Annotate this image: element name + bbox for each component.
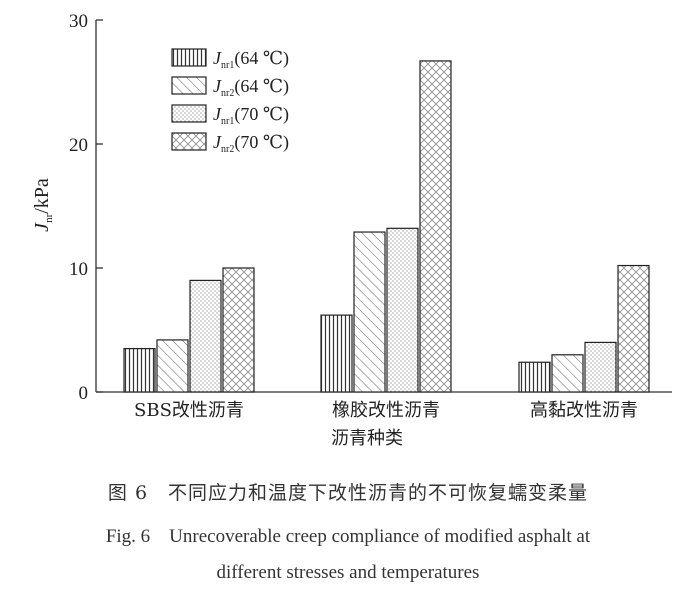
category-label: 高黏改性沥青: [530, 400, 638, 421]
legend-swatch: [171, 132, 207, 151]
y-tick-label: 10: [69, 259, 88, 280]
figure-caption-english-line1: Fig. 6 Unrecoverable creep compliance of…: [105, 526, 591, 547]
bar-nr2-70c-cat2: [617, 264, 650, 393]
legend-swatch: [171, 48, 207, 67]
bar-nr2-70c-cat1: [419, 60, 452, 393]
y-tick-label: 0: [79, 383, 89, 404]
legend: Jnr1(64 ℃) Jnr2(64 ℃) Jnr1(70 ℃) Jnr2(70 ℃): [171, 48, 289, 155]
y-tick-label: 20: [69, 135, 88, 156]
bar-nr2-70c-cat0: [222, 267, 255, 393]
bar-nr2-64c-cat1: [353, 231, 386, 393]
legend-swatch: [171, 76, 207, 95]
bar-nr2-64c-cat2: [551, 354, 584, 393]
y-axis-label: Jnr/kPa: [31, 178, 55, 232]
bar-nr1-64c-cat0: [123, 348, 156, 393]
legend-swatch: [171, 104, 207, 123]
bar-nr1-64c-cat2: [518, 361, 551, 393]
bar-nr1-70c-cat0: [189, 279, 222, 393]
bar-nr1-70c-cat1: [386, 227, 419, 393]
legend-label: Jnr2(64 ℃): [213, 76, 289, 99]
bar-nr1-64c-cat1: [320, 314, 353, 393]
legend-label: Jnr1(64 ℃): [213, 48, 289, 71]
legend-label: Jnr1(70 ℃): [213, 104, 289, 127]
y-tick-label: 30: [69, 11, 88, 32]
y-ticks: 0 10 20 30: [69, 11, 103, 404]
chart: 0 10 20 30 SBS改性沥青 橡胶改性沥青 高黏改性沥青 Jnr/kPa 沥青种类…: [31, 11, 672, 449]
legend-label: Jnr2(70 ℃): [213, 132, 289, 155]
bar-nr1-70c-cat2: [584, 341, 617, 393]
figure-caption-chinese: 图 6 不同应力和温度下改性沥青的不可恢复蠕变柔量: [107, 482, 589, 504]
category-label: SBS改性沥青: [134, 400, 244, 421]
bars: [123, 60, 650, 393]
x-axis-label: 沥青种类: [331, 428, 403, 449]
category-label: 橡胶改性沥青: [332, 400, 440, 421]
category-labels: SBS改性沥青 橡胶改性沥青 高黏改性沥青: [134, 400, 638, 421]
bar-nr2-64c-cat0: [156, 339, 189, 393]
figure-caption-english-line2: different stresses and temperatures: [216, 562, 480, 583]
